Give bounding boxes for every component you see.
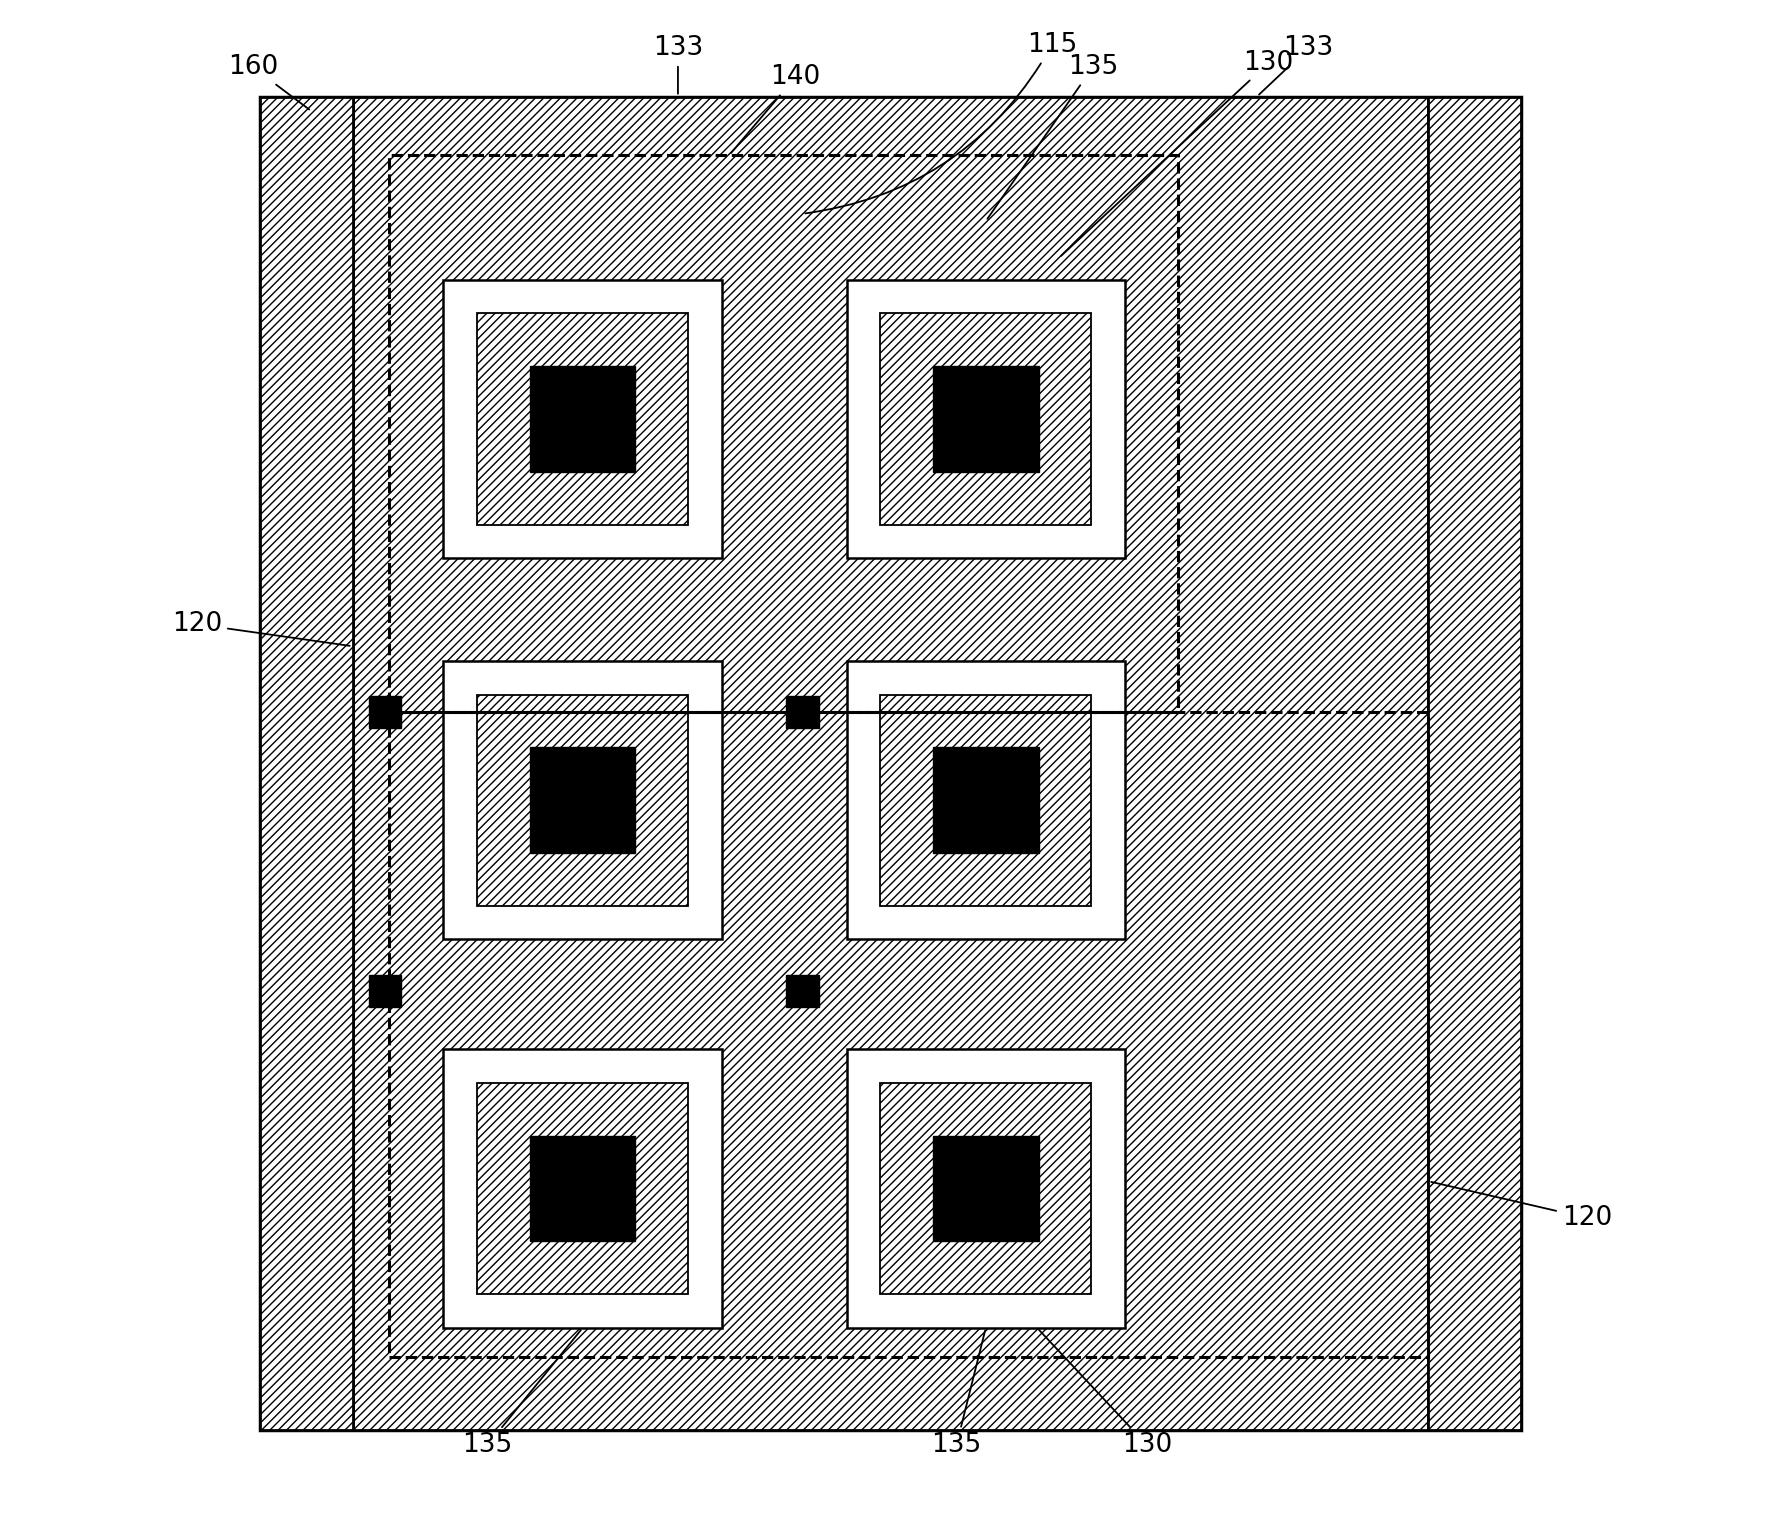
Bar: [879, 695, 1091, 906]
Bar: [477, 695, 687, 906]
Text: 130: 130: [1061, 50, 1292, 257]
Bar: [390, 712, 1428, 1358]
Bar: [933, 747, 1038, 854]
Bar: [477, 313, 687, 525]
Bar: [260, 96, 1520, 1431]
Bar: [787, 974, 819, 1006]
Text: 133: 133: [653, 35, 703, 93]
Bar: [879, 1083, 1091, 1295]
Bar: [352, 96, 1428, 1431]
Text: 120: 120: [1431, 1182, 1611, 1231]
Bar: [530, 366, 635, 472]
Text: 133: 133: [1258, 35, 1333, 95]
Bar: [879, 313, 1091, 525]
Text: 135: 135: [463, 1330, 580, 1458]
Bar: [846, 661, 1125, 939]
Bar: [477, 1083, 687, 1295]
Text: 140: 140: [730, 64, 821, 153]
Bar: [530, 1136, 635, 1241]
Bar: [933, 1136, 1038, 1241]
Bar: [530, 747, 635, 854]
Bar: [368, 696, 400, 728]
Text: 120: 120: [173, 611, 349, 646]
Bar: [787, 696, 819, 728]
Text: 160: 160: [228, 53, 310, 110]
Bar: [443, 1049, 721, 1328]
Bar: [368, 974, 400, 1006]
Bar: [1428, 96, 1520, 1431]
Bar: [933, 366, 1038, 472]
Bar: [846, 279, 1125, 559]
Text: 135: 135: [986, 53, 1118, 218]
Text: 115: 115: [805, 32, 1077, 214]
Text: 135: 135: [931, 1330, 984, 1458]
Bar: [443, 661, 721, 939]
Bar: [443, 279, 721, 559]
Text: 130: 130: [1038, 1330, 1171, 1458]
Bar: [390, 156, 1177, 712]
Bar: [260, 96, 352, 1431]
Bar: [846, 1049, 1125, 1328]
